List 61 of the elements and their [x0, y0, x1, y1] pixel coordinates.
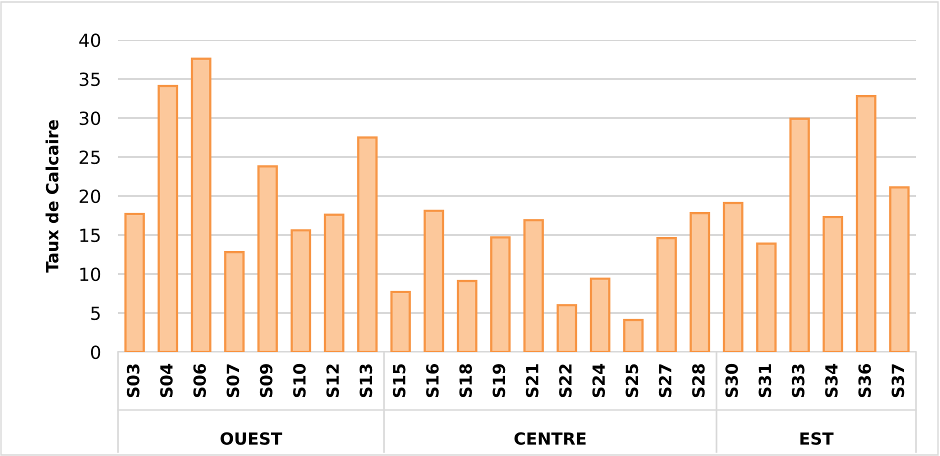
y-tick-label: 15: [80, 228, 100, 242]
bar: [889, 186, 910, 352]
y-axis-title: Taux de Calcaire: [46, 120, 58, 273]
x-tick-label: S28: [692, 364, 705, 398]
x-tick-label: S03: [126, 364, 140, 398]
x-tick-label: S10: [293, 364, 306, 398]
y-tick-label: 25: [80, 150, 100, 164]
y-tick-label: 10: [80, 267, 100, 282]
bar: [424, 210, 444, 352]
bar: [390, 290, 411, 352]
x-tick-label: S18: [459, 364, 472, 398]
bar: [690, 212, 710, 352]
x-tick-label: S19: [492, 364, 506, 398]
bar: [756, 242, 777, 352]
bar: [623, 318, 644, 352]
x-tick-label: S06: [193, 364, 206, 398]
x-tick-label: S27: [658, 364, 672, 398]
bar: [590, 278, 610, 352]
x-tick-label: S30: [725, 364, 738, 398]
x-tick-label: S37: [892, 364, 904, 398]
bar: [722, 202, 744, 352]
y-tick-label: 0: [91, 345, 100, 360]
bar: [158, 84, 178, 352]
x-tick-label: S21: [526, 364, 538, 398]
bar: [357, 136, 378, 352]
x-tick-label: S15: [392, 364, 406, 398]
bar: [556, 304, 578, 352]
x-tick-label: S04: [160, 364, 173, 398]
x-tick-label: S07: [226, 364, 240, 398]
y-tick-label: 40: [79, 33, 100, 48]
y-tick-label: 30: [80, 111, 100, 126]
text: EST: [800, 432, 834, 445]
bar: [290, 229, 312, 352]
y-tick-label: 20: [80, 189, 100, 204]
text: OUEST: [220, 432, 282, 445]
x-tick-label: S25: [626, 364, 638, 398]
bar: [822, 216, 844, 352]
x-tick-label: S34: [825, 364, 838, 398]
bar: [856, 95, 876, 352]
bar: [257, 165, 278, 352]
bar: [224, 251, 245, 352]
bar: [523, 219, 544, 352]
y-tick-label: 5: [91, 306, 100, 320]
x-tick-label: S09: [260, 364, 272, 398]
x-tick-label: S24: [592, 364, 605, 398]
x-tick-label: S13: [360, 364, 372, 398]
x-tick-label: S33: [792, 364, 804, 398]
x-tick-label: S12: [326, 364, 339, 398]
y-tick-label: 35: [80, 72, 100, 86]
bar: [324, 214, 344, 352]
bar: [190, 58, 212, 352]
x-tick-label: S36: [858, 364, 871, 398]
bar: [124, 212, 145, 352]
bar: [490, 236, 511, 352]
bar: [789, 118, 810, 352]
x-tick-label: S16: [426, 364, 439, 398]
x-tick-label: S31: [758, 364, 772, 398]
text: CENTRE: [514, 432, 586, 445]
x-tick-label: S22: [559, 364, 572, 398]
bar: [456, 280, 478, 352]
bar: [656, 237, 677, 352]
